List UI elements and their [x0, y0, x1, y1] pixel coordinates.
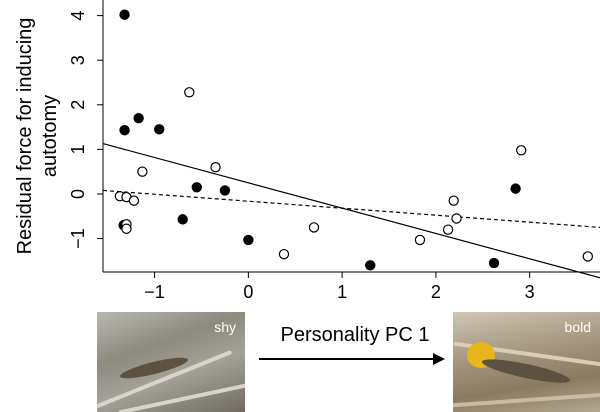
open-data-point — [184, 87, 195, 98]
filled-data-point — [365, 260, 376, 271]
y-tick-label: 1 — [68, 144, 88, 154]
x-tick-label: 0 — [243, 282, 253, 302]
filled-data-point — [133, 112, 144, 124]
open-data-point — [137, 166, 148, 177]
branch-shape — [453, 392, 600, 408]
filled-data-point — [119, 125, 130, 136]
filled-data-point — [119, 9, 130, 20]
filled-data-point — [510, 183, 521, 194]
open-data-point — [516, 145, 527, 156]
branch-shape — [118, 381, 245, 412]
filled-data-point — [191, 182, 202, 193]
dashed-fit-line — [102, 189, 600, 229]
open-data-point — [414, 234, 426, 246]
axis-ticks: −1 0 1 2 3 −1 0 1 2 3 4 — [68, 11, 535, 302]
x-tick-label: −1 — [144, 282, 165, 302]
bold-lizard-photo: bold — [453, 312, 600, 412]
filled-data-point — [488, 257, 500, 269]
filled-data-point — [177, 214, 188, 225]
x-tick-label: 3 — [525, 282, 535, 302]
data-points — [114, 9, 594, 271]
y-tick-label: 2 — [68, 100, 88, 110]
open-data-point — [210, 162, 221, 173]
solid-fit-line — [102, 143, 600, 279]
open-data-point — [121, 223, 132, 234]
y-tick-label: −1 — [68, 228, 88, 249]
open-data-point — [448, 195, 459, 206]
scatter-chart: Residual force for inducing autotomy −1 0 1… — [14, 0, 600, 302]
y-tick-label: 0 — [68, 189, 88, 199]
open-data-point — [278, 248, 290, 260]
open-data-point — [128, 195, 140, 206]
x-tick-label: 2 — [431, 282, 441, 302]
y-axis-label: Residual force for inducing autotomy — [14, 18, 61, 255]
filled-data-point — [243, 234, 254, 246]
y-axis-label-line: autotomy — [39, 95, 61, 177]
regression-lines — [102, 143, 600, 279]
filled-data-point — [219, 185, 231, 196]
filled-data-point — [154, 124, 165, 135]
shy-lizard-photo: shy — [97, 312, 245, 412]
axes — [102, 0, 600, 273]
open-data-point — [451, 213, 462, 224]
shy-label: shy — [214, 319, 236, 335]
open-data-point — [442, 224, 454, 235]
y-axis-label-line: Residual force for inducing — [14, 18, 36, 255]
open-data-point — [582, 251, 594, 262]
bold-label: bold — [564, 319, 591, 335]
lizard-shape — [118, 353, 190, 383]
x-tick-label: 1 — [337, 282, 347, 302]
open-data-point — [308, 222, 320, 233]
arrow-right-icon — [259, 353, 445, 365]
y-tick-label: 3 — [68, 55, 88, 65]
x-axis-title: Personality PC 1 — [280, 324, 430, 346]
y-tick-label: 4 — [68, 11, 88, 21]
